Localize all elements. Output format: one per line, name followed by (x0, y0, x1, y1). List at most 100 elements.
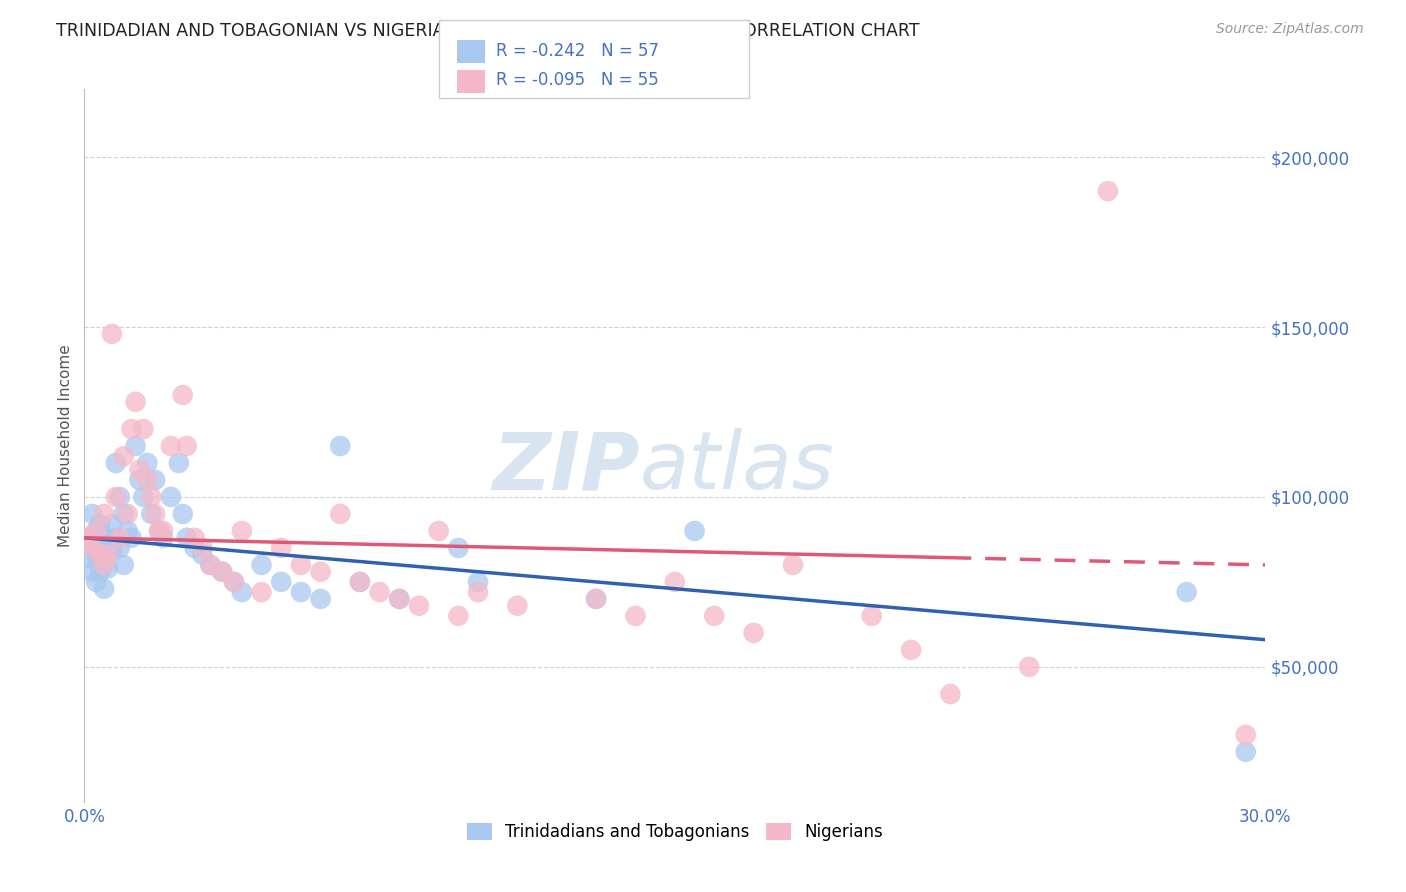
Point (152, 524, 174, 538)
Text: R = -0.242   N = 57: R = -0.242 N = 57 (496, 42, 659, 60)
Point (136, 473, 159, 487)
Point (97, 537, 120, 551)
Point (84, 548, 107, 562)
Point (77, 531, 100, 545)
Point (329, 507, 352, 521)
Point (101, 544, 124, 558)
Text: R = -0.095   N = 55: R = -0.095 N = 55 (496, 71, 659, 89)
Point (117, 507, 139, 521)
Point (250, 585, 273, 599)
Point (703, 608, 725, 623)
Point (782, 558, 804, 572)
Point (211, 565, 233, 579)
Point (124, 439, 146, 453)
Text: ZIP: ZIP (492, 428, 640, 507)
Point (108, 531, 131, 545)
Point (141, 507, 163, 521)
Point (309, 565, 332, 579)
Point (388, 591, 411, 606)
Point (117, 524, 139, 538)
Point (128, 473, 150, 487)
Point (132, 490, 155, 504)
Point (172, 388, 194, 402)
Point (152, 531, 174, 545)
Point (104, 490, 127, 504)
Point (104, 456, 127, 470)
Point (82, 565, 104, 579)
Point (112, 449, 135, 463)
Point (290, 558, 312, 572)
Text: atlas: atlas (640, 428, 834, 507)
Point (84, 524, 107, 538)
Point (136, 456, 159, 470)
Point (128, 463, 150, 477)
Point (222, 574, 245, 589)
Point (683, 524, 706, 538)
Point (77, 551, 100, 566)
Point (112, 507, 135, 521)
Point (290, 585, 312, 599)
Point (176, 531, 198, 545)
Point (167, 456, 190, 470)
Point (89, 565, 111, 579)
Y-axis label: Median Household Income: Median Household Income (58, 344, 73, 548)
Point (148, 524, 170, 538)
Point (624, 608, 647, 623)
Point (183, 531, 205, 545)
Point (97, 548, 120, 562)
Point (108, 541, 131, 555)
Point (160, 490, 183, 504)
Point (172, 507, 194, 521)
Point (309, 591, 332, 606)
Point (664, 574, 686, 589)
Point (408, 599, 430, 613)
Point (860, 608, 883, 623)
Point (89, 548, 111, 562)
Point (447, 541, 470, 555)
Point (742, 626, 765, 640)
Point (506, 599, 529, 613)
Point (349, 574, 371, 589)
Point (585, 591, 607, 606)
Point (176, 439, 198, 453)
Point (191, 548, 214, 562)
Point (231, 524, 253, 538)
Point (141, 490, 163, 504)
Point (101, 326, 124, 341)
Point (585, 591, 607, 606)
Point (82, 541, 104, 555)
Point (200, 558, 222, 572)
Point (84, 524, 107, 538)
Point (148, 524, 170, 538)
Point (1097, 184, 1119, 198)
Point (1175, 585, 1198, 599)
Point (93, 558, 115, 572)
Point (93, 558, 115, 572)
Point (427, 524, 450, 538)
Point (191, 541, 214, 555)
Point (270, 541, 292, 555)
Point (250, 558, 273, 572)
Point (77, 531, 100, 545)
Legend: Trinidadians and Tobagonians, Nigerians: Trinidadians and Tobagonians, Nigerians (460, 816, 890, 848)
Point (222, 574, 245, 589)
Point (108, 490, 131, 504)
Point (270, 574, 292, 589)
Point (121, 422, 143, 436)
Point (1234, 728, 1257, 742)
Point (132, 422, 155, 436)
Text: Source: ZipAtlas.com: Source: ZipAtlas.com (1216, 22, 1364, 37)
Point (447, 608, 470, 623)
Point (84, 574, 107, 589)
Point (121, 531, 143, 545)
Point (388, 591, 411, 606)
Point (93, 582, 115, 596)
Point (89, 517, 111, 532)
Point (467, 585, 489, 599)
Point (97, 561, 120, 575)
Point (124, 394, 146, 409)
Point (200, 558, 222, 572)
Point (104, 531, 127, 545)
Point (82, 507, 104, 521)
Point (900, 643, 922, 657)
